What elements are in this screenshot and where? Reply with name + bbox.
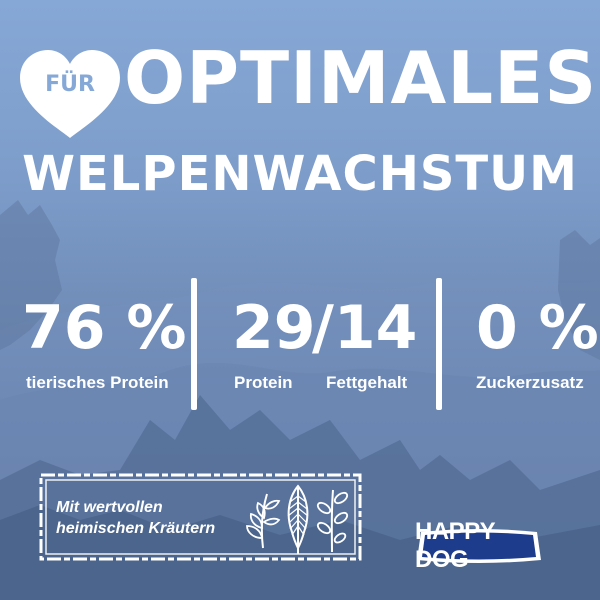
stat-value-fat: /14 bbox=[312, 293, 418, 363]
fern-leaf-icon bbox=[287, 484, 309, 554]
herbs-text-line2: heimischen Kräutern bbox=[56, 520, 216, 537]
stat-value-sugar: 0 % bbox=[476, 293, 599, 363]
stat-label-protein: Protein bbox=[234, 373, 293, 392]
herbs-text-line1: Mit wertvollen bbox=[56, 499, 163, 516]
heart-badge: FÜR bbox=[18, 48, 122, 140]
herbs-text: Mit wertvollen heimischen Kräutern bbox=[56, 497, 215, 539]
headline-line2: WELPENWACHSTUM bbox=[22, 146, 578, 202]
stat-divider bbox=[191, 278, 197, 410]
herbs-frame bbox=[39, 473, 362, 561]
stat-label-fat: Fettgehalt bbox=[326, 373, 408, 392]
laurel-sprig-icon bbox=[246, 493, 281, 549]
logo-text: HAPPY DOG bbox=[415, 518, 495, 573]
heart-label: FÜR bbox=[45, 72, 95, 97]
headline-line1: OPTIMALES bbox=[124, 36, 598, 120]
stat-label-sugar: Zuckerzusatz bbox=[476, 373, 584, 392]
happy-dog-logo: HAPPY DOG bbox=[415, 518, 543, 573]
heart-icon bbox=[20, 50, 120, 138]
logo-badge-shape bbox=[417, 529, 541, 563]
stat-label-animal-protein: tierisches Protein bbox=[26, 373, 169, 392]
olive-branch-icon bbox=[316, 489, 349, 553]
stat-value-protein: 29 bbox=[232, 293, 316, 363]
stat-divider bbox=[436, 278, 442, 410]
stat-value-animal-protein: 76 % bbox=[22, 293, 187, 363]
